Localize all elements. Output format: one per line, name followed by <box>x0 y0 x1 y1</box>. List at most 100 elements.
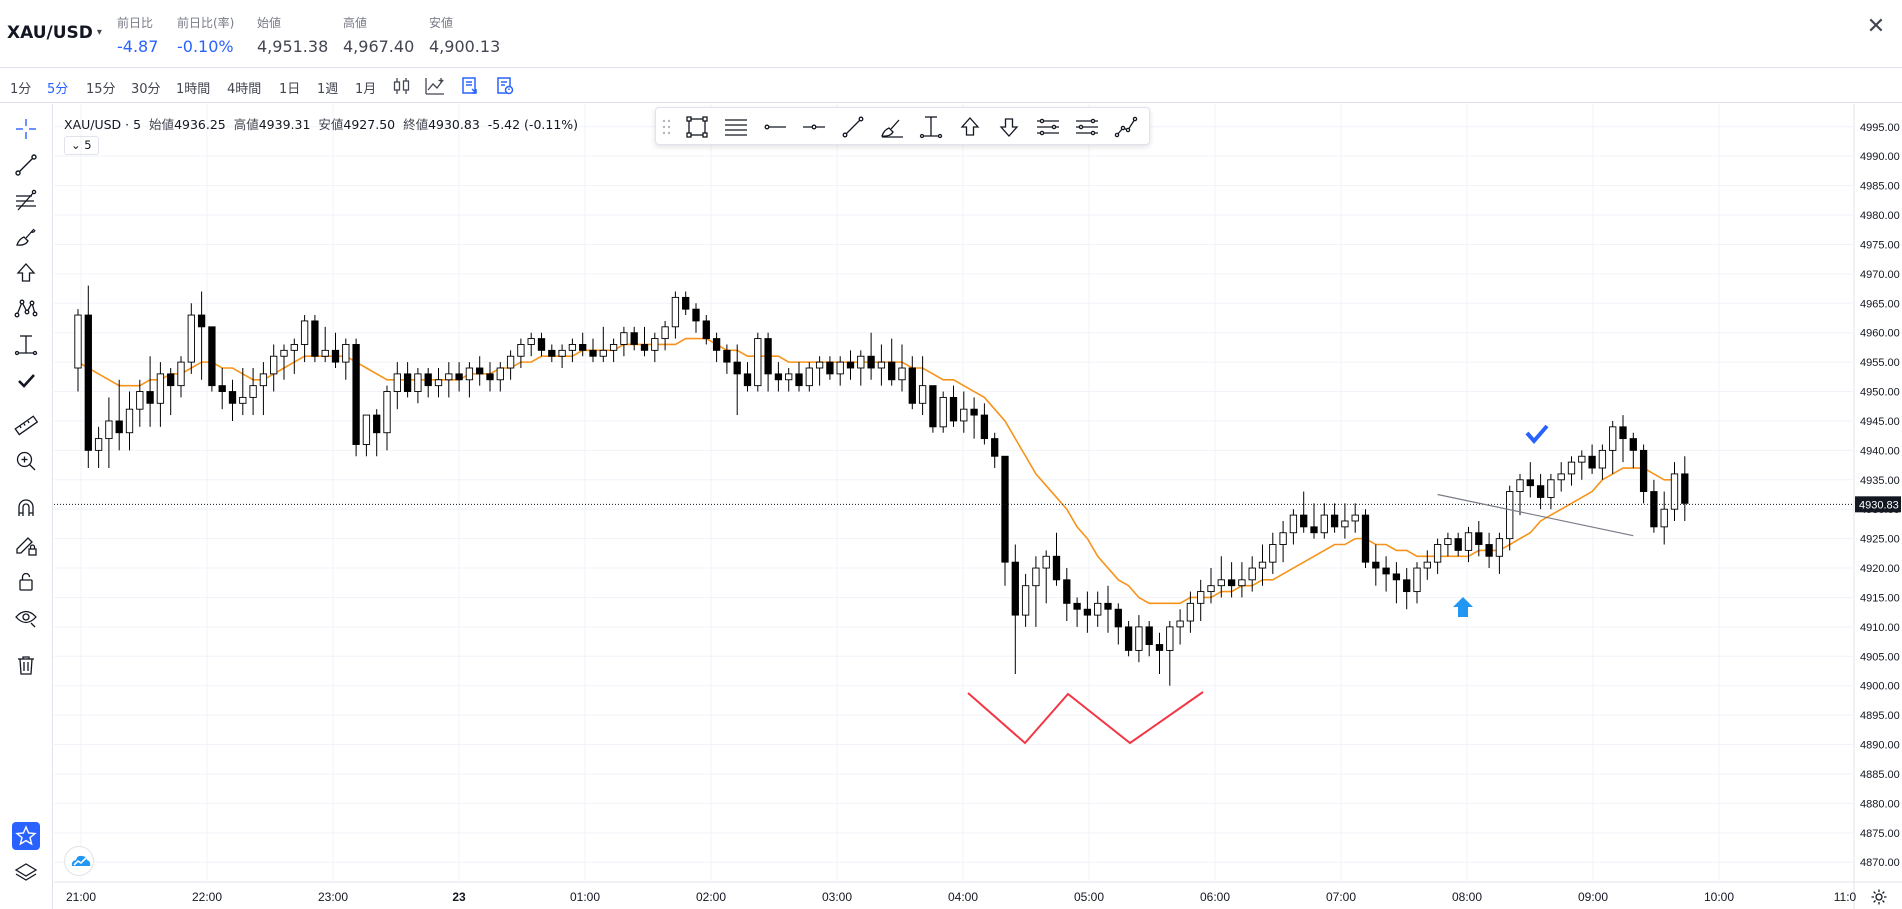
timeframe-30m[interactable]: 30分 <box>131 82 161 97</box>
candle-down[interactable] <box>537 338 546 351</box>
candle-up[interactable] <box>1279 532 1287 545</box>
timeframe-1m[interactable]: 1分 <box>10 82 32 97</box>
candle-up[interactable] <box>1186 602 1195 622</box>
candle-up[interactable] <box>156 373 165 404</box>
candle-up[interactable] <box>177 361 185 387</box>
timeframe-1d[interactable]: 1日 <box>279 82 301 97</box>
candle-up[interactable] <box>517 344 525 357</box>
candle-down[interactable] <box>1124 626 1133 651</box>
candle-up[interactable] <box>1248 567 1256 581</box>
candle-up[interactable] <box>259 373 268 387</box>
logo-icon[interactable] <box>64 846 94 876</box>
timeframe-1w[interactable]: 1週 <box>317 82 339 97</box>
candle-down[interactable] <box>352 344 360 445</box>
candle-up[interactable] <box>1269 544 1277 563</box>
candle-up[interactable] <box>1176 620 1184 628</box>
candle-up[interactable] <box>1557 473 1565 481</box>
candle-down[interactable] <box>115 420 123 434</box>
indicators-icon[interactable] <box>424 75 446 97</box>
candle-down[interactable] <box>1382 567 1390 575</box>
candle-down[interactable] <box>228 391 237 404</box>
lock-icon[interactable] <box>12 567 40 595</box>
candle-down[interactable] <box>1011 561 1019 616</box>
candle-down[interactable] <box>970 408 978 416</box>
candle-down[interactable] <box>1145 626 1153 645</box>
candle-up[interactable] <box>1433 544 1442 563</box>
candle-down[interactable] <box>846 361 855 369</box>
candle-down[interactable] <box>1155 644 1164 651</box>
fib-icon[interactable] <box>12 187 40 215</box>
candle-up[interactable] <box>1341 520 1349 528</box>
candle-up[interactable] <box>939 396 947 428</box>
parallel-channel-icon[interactable] <box>1034 113 1062 141</box>
candle-up[interactable] <box>558 349 566 357</box>
candle-up[interactable] <box>661 326 669 340</box>
candle-up[interactable] <box>506 355 515 369</box>
candle-down[interactable] <box>579 344 587 351</box>
candle-up[interactable] <box>651 338 659 351</box>
candle-up[interactable] <box>785 373 793 381</box>
path-icon[interactable] <box>1112 113 1140 141</box>
template-icon[interactable] <box>459 75 481 97</box>
trendline-drawing[interactable] <box>1437 493 1634 537</box>
candle-down[interactable] <box>1588 455 1596 469</box>
candle-up[interactable] <box>918 385 927 404</box>
lock-drawing-icon[interactable] <box>12 531 40 559</box>
snapshot-icon[interactable] <box>494 75 516 97</box>
arrow-up-icon[interactable] <box>12 259 40 287</box>
w-pattern-drawing[interactable] <box>967 691 1204 745</box>
candle-down[interactable] <box>1536 485 1545 498</box>
candle-down[interactable] <box>774 373 783 381</box>
candle-down[interactable] <box>733 361 741 375</box>
candle-down[interactable] <box>743 373 752 387</box>
candle-down[interactable] <box>84 314 92 451</box>
regression-icon[interactable] <box>1073 113 1101 141</box>
arrow-up-marker[interactable] <box>1453 597 1473 617</box>
candle-down[interactable] <box>888 361 896 381</box>
eye-icon[interactable] <box>12 603 40 631</box>
candle-down[interactable] <box>1392 573 1401 581</box>
candle-up[interactable] <box>1021 585 1030 616</box>
candle-down[interactable] <box>1083 608 1092 616</box>
candle-up[interactable] <box>620 332 628 345</box>
candle-up[interactable] <box>383 391 391 434</box>
drag-handle-icon[interactable] <box>662 118 672 136</box>
candle-up[interactable] <box>1598 449 1607 469</box>
candle-up[interactable] <box>960 408 968 422</box>
candle-up[interactable] <box>1670 473 1679 510</box>
timeframe-15m[interactable]: 15分 <box>86 82 116 97</box>
candle-up[interactable] <box>1413 567 1421 593</box>
candle-down[interactable] <box>208 326 216 387</box>
candle-up[interactable] <box>1567 461 1576 475</box>
candle-down[interactable] <box>1310 526 1318 534</box>
candle-down[interactable] <box>589 349 597 357</box>
candle-down[interactable] <box>146 391 154 404</box>
candle-up[interactable] <box>1609 426 1617 451</box>
trash-icon[interactable] <box>12 651 40 679</box>
candle-up[interactable] <box>1351 514 1359 522</box>
candle-down[interactable] <box>908 367 916 404</box>
ruler-icon[interactable] <box>12 411 40 439</box>
candle-up[interactable] <box>1516 479 1524 493</box>
close-icon[interactable]: ✕ <box>1866 14 1886 39</box>
candle-up[interactable] <box>877 361 886 369</box>
candle-down[interactable] <box>702 320 710 340</box>
trend-line-icon[interactable] <box>839 113 867 141</box>
timeframe-1mo[interactable]: 1月 <box>355 82 377 97</box>
candle-up[interactable] <box>136 391 144 410</box>
candle-up[interactable] <box>187 314 195 363</box>
candle-up[interactable] <box>1506 491 1514 540</box>
candle-down[interactable] <box>795 373 803 387</box>
check-marker[interactable] <box>1525 424 1549 445</box>
horizontal-ray-icon[interactable] <box>761 113 789 141</box>
candle-up[interactable] <box>270 355 278 375</box>
candle-down[interactable] <box>218 385 226 392</box>
symbol-selector[interactable]: XAU/USD ▾ <box>7 23 102 43</box>
horizontal-line-icon[interactable] <box>800 113 828 141</box>
candle-down[interactable] <box>949 396 958 422</box>
brush-icon[interactable] <box>878 113 906 141</box>
candle-down[interactable] <box>980 414 989 440</box>
candle-up[interactable] <box>1238 579 1246 587</box>
candle-down[interactable] <box>1104 602 1112 610</box>
candle-down[interactable] <box>1639 449 1648 493</box>
